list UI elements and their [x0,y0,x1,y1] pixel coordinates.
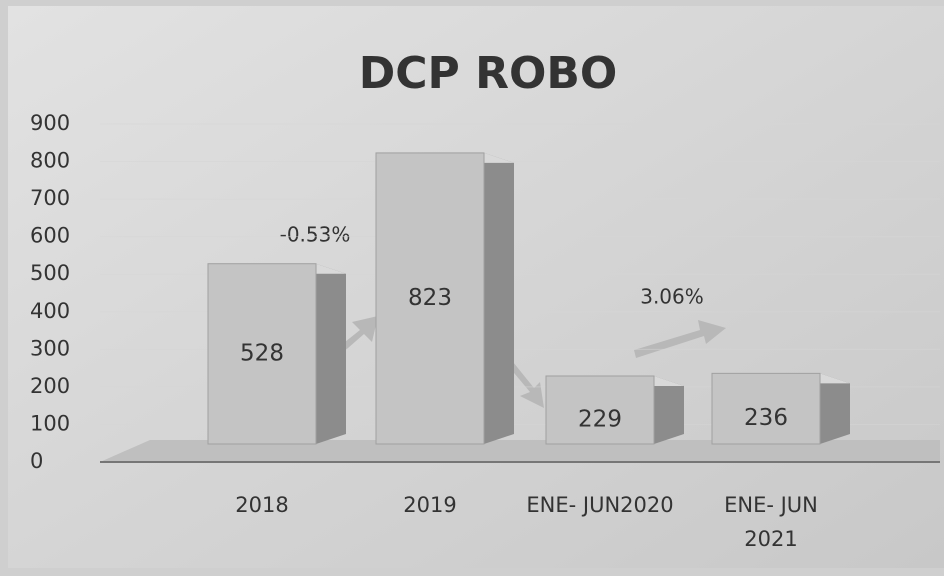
y-tick-label: 100 [30,411,70,435]
y-tick-label: 300 [30,336,70,360]
bar [711,372,821,445]
y-tick-label: 600 [30,224,70,248]
data-label: 229 [578,406,622,432]
data-label: 528 [240,340,284,366]
bar [545,375,655,445]
bar [207,263,317,445]
bar-side [654,375,684,444]
y-tick-label: 400 [30,299,70,323]
x-tick-label: ENE- JUN 2021 [724,493,818,551]
y-tick-label: 500 [30,261,70,285]
y-tick-label: 0 [30,449,43,473]
x-tick-label: 2019 [403,493,457,517]
annotation: 3.06% [640,285,704,309]
chart-title: DCP ROBO [359,48,618,99]
bar-side [484,152,514,444]
x-tick-label: 2018 [235,493,289,517]
bar-side [820,373,850,444]
data-label: 823 [408,285,452,311]
y-tick-label: 700 [30,186,70,210]
bar-side [316,263,346,444]
annotation: -0.53% [280,223,351,247]
y-tick-label: 800 [30,149,70,173]
y-tick-label: 900 [30,111,70,135]
bar [375,152,485,445]
arrow [634,320,726,358]
y-tick-label: 200 [30,374,70,398]
x-tick-label: ENE- JUN2020 [526,493,674,517]
data-label: 236 [744,405,788,431]
floor [100,440,940,462]
